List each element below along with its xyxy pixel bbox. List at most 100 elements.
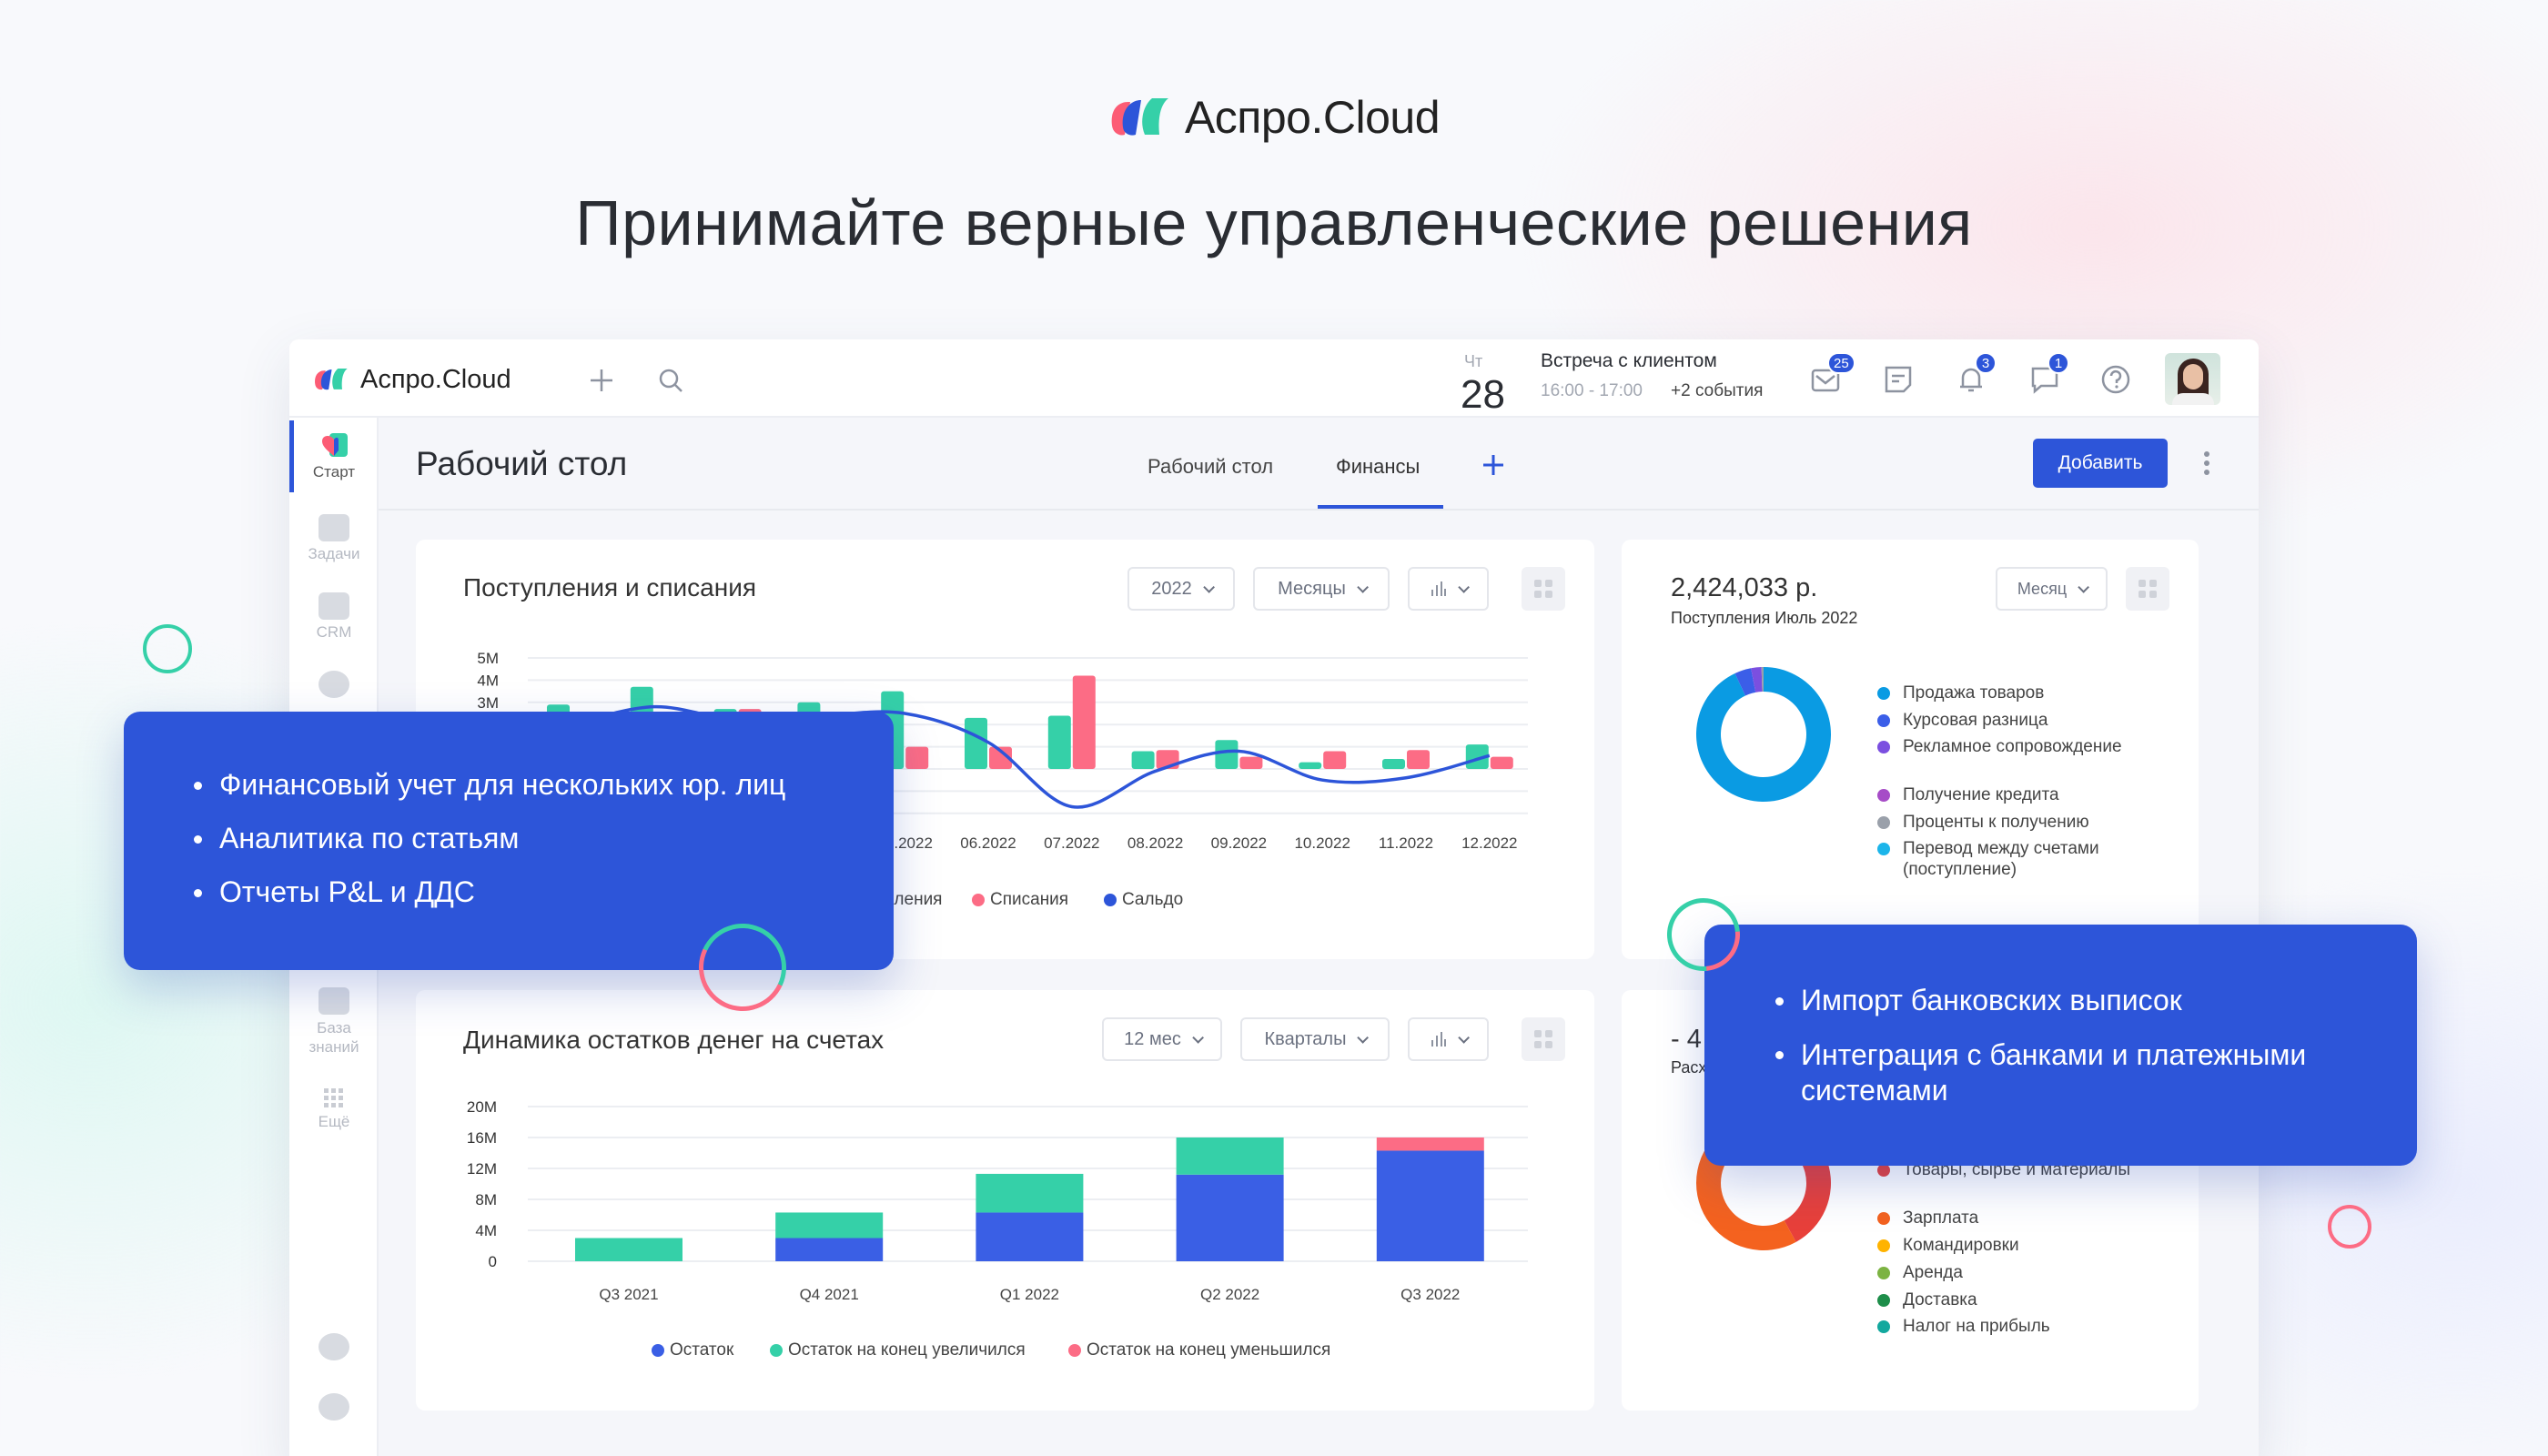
x-tick-label: Q1 2022 [1000,1286,1059,1303]
callout-item: Отчеты P&L и ДДС [194,875,475,908]
legend-dot [1068,1344,1081,1357]
drag-handle-icon[interactable] [2126,567,2169,611]
event-more[interactable]: +2 события [1671,381,1764,400]
bar-chart-icon [1431,581,1446,596]
legend-label: Остаток [670,1340,734,1360]
start-icon [322,433,348,457]
chart-type-select[interactable] [1408,1017,1489,1061]
expenses-amount: - 4 [1671,1025,1702,1054]
headline: Принимайте верные управленческие решения [575,187,1973,258]
messages-badge: 1 [2048,352,2069,374]
page-title: Рабочий стол [416,445,628,482]
sidebar-item-knowledge[interactable]: База знаний [289,987,379,1057]
sidebar-item-crm[interactable]: CRM [289,592,379,642]
event-title[interactable]: Встреча с клиентом [1541,350,1717,371]
y-tick-label: 4M [475,1222,497,1239]
legend-dot [770,1344,783,1357]
income-period-select[interactable]: Месяц [1996,567,2108,611]
range-select[interactable]: 12 мес [1102,1017,1222,1061]
sidebar-item-settings[interactable] [289,1393,379,1424]
legend-item[interactable]: Сальдо [1104,890,1183,910]
legend-label: Рекламное сопровождение [1903,737,2122,756]
legend-item[interactable]: Списания [972,890,1068,910]
brand-name: Аспро.Cloud [1184,92,1441,143]
tab-finance[interactable]: Финансы [1336,455,1421,478]
outflow-bar [905,746,929,769]
sidebar-item-label: Ещё [318,1113,350,1130]
sidebar-item-tasks[interactable]: Задачи [289,514,379,563]
search-icon[interactable] [657,367,684,394]
app-logo-icon[interactable] [313,365,349,394]
drag-handle-icon[interactable] [1522,1017,1565,1061]
y-tick-label: 3M [477,694,499,712]
donut-slice [1751,667,1763,693]
drag-handle-icon[interactable] [1522,567,1565,611]
year-select[interactable]: 2022 [1127,567,1235,611]
period-select[interactable]: Месяцы [1253,567,1390,611]
sidebar-item-bottom-1[interactable] [289,1333,379,1364]
y-tick-label: 16M [467,1129,497,1147]
legend-item[interactable]: Доставка [1877,1289,2150,1310]
tab-desktop[interactable]: Рабочий стол [1148,455,1274,478]
legend-dot [1877,789,1890,802]
sidebar-item-hidden[interactable] [289,671,379,702]
donut-slice [1734,668,1756,696]
legend-label: Курсовая разница [1903,711,2048,730]
bell-icon[interactable] [1955,363,1987,396]
stacked-bar-segment [775,1238,884,1261]
legend-label: Остаток на конец уменьшился [1087,1340,1331,1360]
legend-label: Зарплата [1903,1208,1979,1228]
active-tab-underline [1318,505,1443,509]
legend-label: Проценты к получению [1903,813,2089,832]
inflow-bar [965,717,987,769]
mail-icon[interactable] [1809,363,1842,396]
legend-item[interactable]: Перевод между счетами (поступление) [1877,838,2150,880]
grouping-select[interactable]: Кварталы [1240,1017,1390,1061]
divider [379,509,2259,511]
legend-label: Списания [990,890,1069,909]
legend-item[interactable]: Командировки [1877,1235,2150,1256]
chart-type-select[interactable] [1408,567,1489,611]
legend-item[interactable]: Получение кредита [1877,784,2150,805]
legend-item[interactable]: Остаток на конец уменьшился [1068,1340,1330,1360]
kebab-menu-icon[interactable] [2200,447,2213,480]
legend-item[interactable]: Рекламное сопровождение [1877,736,2150,757]
legend-item[interactable]: Аренда [1877,1262,2150,1283]
stacked-bar-segment [1376,1138,1484,1151]
add-button[interactable]: Добавить [2033,439,2168,488]
legend-dot [1877,1267,1890,1279]
knowledge-base-icon [318,987,349,1015]
x-tick-label: Q4 2021 [800,1286,859,1303]
sidebar-item-more[interactable]: Ещё [289,1087,379,1131]
legend-item[interactable]: Продажа товаров [1877,682,2150,703]
legend-item[interactable]: Курсовая разница [1877,710,2150,731]
x-tick-label: 09.2022 [1211,834,1267,852]
outflow-bar [1490,756,1513,769]
sidebar-item-label: CRM [316,623,352,641]
x-tick-label: Q2 2022 [1200,1286,1259,1303]
callout-item: Финансовый учет для нескольких юр. лиц [193,768,786,801]
y-tick-label: 5M [477,650,499,667]
notes-icon[interactable] [1882,363,1915,396]
add-tab-icon[interactable] [1480,451,1507,479]
legend-dot [1877,1320,1890,1333]
callout-item: Импорт банковских выписок [1775,984,2383,1017]
legend-item[interactable]: Проценты к получению [1877,812,2150,833]
legend-dot [1877,1164,1890,1177]
date-day[interactable]: 28 [1461,372,1505,417]
legend-dot [1877,1239,1890,1252]
legend-item[interactable]: Зарплата [1877,1208,2150,1228]
stacked-bar-segment [1376,1150,1484,1261]
legend-item[interactable]: Налог на прибыль [1877,1316,2150,1337]
help-icon[interactable] [2099,363,2132,396]
outflow-bar [1239,756,1263,769]
inflow-bar [1299,762,1322,769]
x-tick-label: Q3 2021 [599,1286,658,1303]
legend-item[interactable]: Остаток [652,1340,733,1360]
stacked-bar-segment [976,1212,1084,1261]
sidebar-item-start[interactable]: Старт [289,432,379,481]
avatar[interactable] [2165,353,2220,405]
legend-item[interactable]: Остаток на конец увеличился [770,1340,1026,1360]
legend-dot [1877,714,1890,727]
plus-icon[interactable] [588,367,615,394]
